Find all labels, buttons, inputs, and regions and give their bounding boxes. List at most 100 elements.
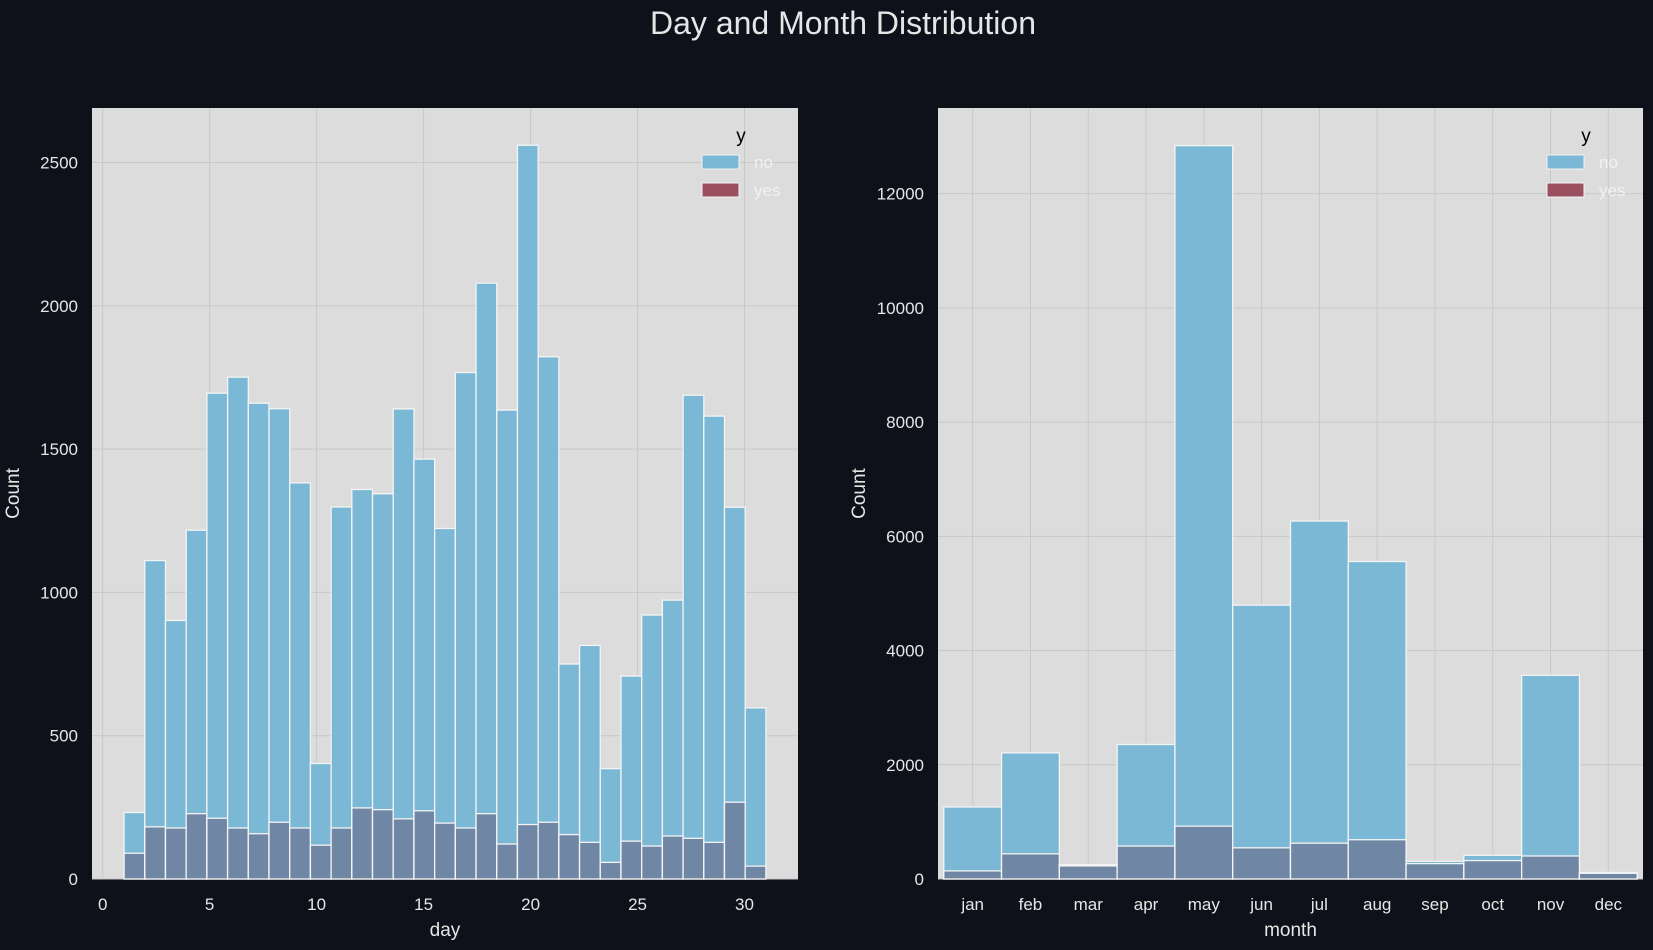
- day-x-tick-label: 20: [521, 895, 540, 914]
- day-x-tick-label: 10: [307, 895, 326, 914]
- month-bar-yes: [1520, 855, 1581, 880]
- day-bar-no: [496, 409, 519, 880]
- month-histogram-axes: jan feb mar apr may jun jul aug sep oct nov dec 0 20…: [849, 108, 1643, 941]
- month-legend-yes-label: yes: [1599, 181, 1625, 200]
- month-bar-yes: [1289, 842, 1349, 880]
- month-legend-no-label: no: [1599, 153, 1618, 172]
- day-y-ticks: 0 500 1000 1500 2000 2500: [40, 153, 78, 889]
- month-x-tick-label: feb: [1019, 895, 1043, 914]
- month-bar-yes: [943, 870, 1003, 880]
- month-legend: y no yes: [1546, 126, 1625, 200]
- month-bar-no: [1289, 520, 1349, 880]
- month-bar-no: [1520, 674, 1581, 880]
- day-bar-yes: [682, 837, 705, 880]
- month-bar-yes: [1174, 825, 1234, 880]
- day-bars: [123, 144, 767, 880]
- day-bar-yes: [578, 841, 601, 880]
- day-bar-no: [475, 282, 498, 880]
- day-bar-yes: [558, 833, 581, 880]
- day-bar-no: [206, 392, 229, 880]
- day-bar-yes: [413, 810, 436, 880]
- day-legend-no-swatch: [701, 154, 740, 170]
- month-x-tick-label: oct: [1481, 895, 1504, 914]
- month-bar-no: [1174, 144, 1234, 880]
- day-y-tick-label: 1500: [40, 440, 78, 459]
- month-bar-yes: [1463, 859, 1523, 880]
- day-bar-yes: [351, 807, 374, 880]
- day-legend-yes-swatch: [701, 182, 740, 198]
- day-bar-yes: [641, 845, 664, 880]
- day-bar-yes: [744, 865, 767, 880]
- month-bar-no: [943, 806, 1003, 880]
- day-y-tick-label: 1000: [40, 583, 78, 602]
- month-bar-yes: [1405, 862, 1465, 880]
- day-bar-no: [268, 408, 291, 880]
- day-bar-no: [289, 482, 312, 880]
- day-bar-yes: [164, 827, 187, 880]
- day-bar-yes: [185, 813, 208, 880]
- month-y-tick-label: 4000: [886, 642, 924, 661]
- day-histogram-axes: 0 5 10 15 20 25 30 0 500 1000 1500 2000 2500 day Co…: [3, 108, 798, 941]
- month-y-ticks: 0 2000 4000 6000 8000 10000 12000: [877, 185, 924, 889]
- month-legend-title: y: [1581, 126, 1591, 147]
- day-bar-yes: [475, 813, 498, 880]
- day-bar-yes: [516, 823, 539, 880]
- day-y-tick-label: 0: [69, 870, 78, 889]
- day-bar-yes: [599, 861, 622, 880]
- month-x-tick-label: jul: [1310, 895, 1328, 914]
- day-bar-yes: [330, 827, 353, 880]
- day-bar-yes: [226, 827, 249, 880]
- month-bar-yes: [1058, 864, 1118, 880]
- day-bar-yes: [496, 843, 519, 880]
- month-x-tick-label: jan: [960, 895, 984, 914]
- month-y-tick-label: 6000: [886, 527, 924, 546]
- day-bar-yes: [144, 826, 167, 880]
- day-bar-yes: [268, 821, 291, 880]
- day-bar-no: [247, 402, 270, 880]
- month-bar-yes: [1116, 845, 1176, 880]
- month-y-axis-label: Count: [849, 467, 870, 518]
- day-bar-yes: [247, 833, 270, 880]
- day-legend-no-label: no: [754, 153, 773, 172]
- day-bar-yes: [661, 835, 684, 880]
- day-x-tick-label: 15: [414, 895, 433, 914]
- day-bar-yes: [703, 841, 726, 880]
- month-x-axis-label: month: [1264, 920, 1317, 941]
- month-x-tick-label: jun: [1249, 895, 1273, 914]
- day-bar-no: [454, 371, 477, 880]
- day-bar-yes: [723, 801, 746, 880]
- day-bar-yes: [289, 827, 312, 880]
- day-bar-no: [682, 394, 705, 880]
- day-bar-yes: [309, 844, 332, 880]
- month-y-tick-label: 0: [915, 870, 924, 889]
- day-legend-yes-label: yes: [754, 181, 780, 200]
- day-x-tick-label: 5: [205, 895, 214, 914]
- month-bar-yes: [1232, 847, 1292, 880]
- day-bar-yes: [454, 827, 477, 880]
- month-legend-yes-swatch: [1546, 182, 1585, 198]
- day-x-tick-label: 0: [98, 895, 107, 914]
- day-x-tick-label: 25: [628, 895, 647, 914]
- month-y-tick-label: 12000: [877, 185, 924, 204]
- day-bar-no: [641, 614, 664, 880]
- month-legend-no-swatch: [1546, 154, 1585, 170]
- day-y-axis-label: Count: [3, 467, 24, 518]
- day-y-tick-label: 2000: [40, 297, 78, 316]
- month-x-ticks: jan feb mar apr may jun jul aug sep oct nov dec: [960, 895, 1622, 914]
- month-y-tick-label: 2000: [886, 756, 924, 775]
- month-x-tick-label: dec: [1595, 895, 1623, 914]
- month-x-tick-label: aug: [1363, 895, 1391, 914]
- day-y-tick-label: 500: [50, 727, 78, 746]
- day-x-ticks: 0 5 10 15 20 25 30: [98, 895, 754, 914]
- month-y-tick-label: 10000: [877, 299, 924, 318]
- month-x-tick-label: may: [1188, 895, 1221, 914]
- day-bar-yes: [620, 840, 643, 880]
- month-bars: [943, 144, 1638, 880]
- day-x-axis-label: day: [430, 920, 461, 941]
- day-bar-no: [392, 408, 415, 880]
- day-y-tick-label: 2500: [40, 153, 78, 172]
- month-bar-yes: [1578, 872, 1638, 880]
- figure-title: Day and Month Distribution: [650, 5, 1036, 41]
- day-legend-title: y: [736, 126, 746, 147]
- month-bar-no: [1232, 604, 1292, 880]
